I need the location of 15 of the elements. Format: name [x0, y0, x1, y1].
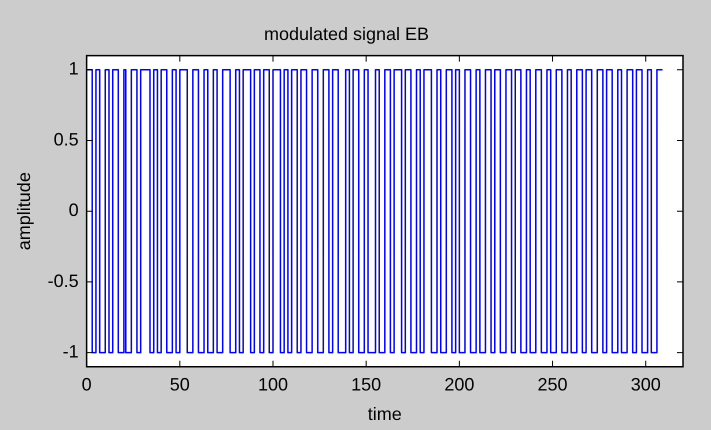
x-tick-label: 300: [630, 374, 661, 395]
x-tick-label: 250: [538, 374, 568, 395]
y-tick-label: 0.5: [54, 129, 79, 150]
x-tick-label: 100: [258, 374, 288, 395]
x-tick-label: 200: [444, 374, 474, 395]
x-axis-title: time: [368, 404, 402, 424]
y-axis-title: amplitude: [14, 172, 34, 250]
x-tick-label: 150: [351, 374, 382, 395]
x-tick-label: 0: [82, 374, 92, 395]
y-tick-label: -1: [62, 342, 79, 362]
y-tick-label: -0.5: [48, 270, 79, 291]
y-tick-label: 0: [68, 200, 79, 220]
chart-title: modulated signal EB: [264, 24, 430, 44]
x-tick-label: 50: [170, 374, 190, 395]
y-tick-label: 1: [68, 58, 79, 79]
